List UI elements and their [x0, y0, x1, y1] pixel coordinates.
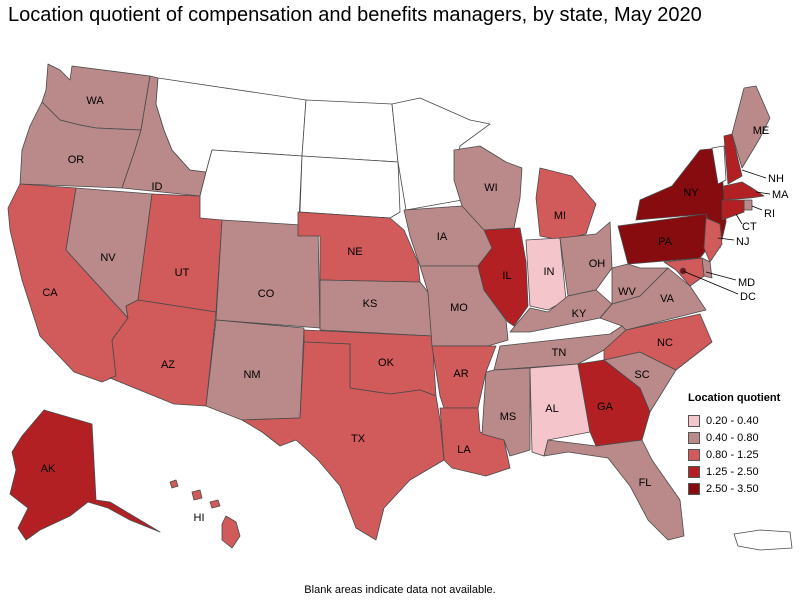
state-AK[interactable] — [9, 409, 161, 541]
legend-item: 0.40 - 0.80 — [688, 429, 780, 446]
state-TX[interactable] — [241, 341, 445, 541]
label-KS: KS — [363, 298, 378, 310]
label-PA: PA — [658, 236, 673, 248]
label-WV: WV — [618, 286, 636, 298]
label-RI: RI — [764, 208, 775, 220]
label-UT: UT — [175, 267, 190, 279]
label-WA: WA — [86, 95, 104, 107]
map-legend: Location quotient 0.20 - 0.40 0.40 - 0.8… — [688, 392, 780, 497]
label-KY: KY — [572, 308, 587, 320]
legend-swatch — [688, 414, 700, 427]
legend-label: 0.40 - 0.80 — [706, 431, 759, 444]
label-CA: CA — [42, 287, 58, 299]
label-ME: ME — [753, 125, 770, 137]
state-RI[interactable] — [743, 199, 753, 211]
legend-item: 2.50 - 3.50 — [688, 480, 780, 497]
legend-swatch — [688, 465, 700, 478]
legend-label: 0.80 - 1.25 — [706, 448, 759, 461]
state-VT[interactable] — [711, 145, 727, 185]
state-WI[interactable] — [453, 145, 523, 231]
footnote: Blank areas indicate data not available. — [304, 584, 496, 596]
state-ND[interactable] — [301, 99, 399, 163]
state-KY[interactable] — [509, 289, 613, 333]
state-FL[interactable] — [543, 439, 685, 541]
legend-swatch — [688, 431, 700, 444]
label-CO: CO — [258, 288, 275, 300]
legend-label: 1.25 - 2.50 — [706, 465, 759, 478]
label-AL: AL — [545, 403, 558, 415]
label-MD: MD — [738, 277, 755, 289]
state-NC[interactable] — [603, 313, 713, 371]
label-MI: MI — [554, 210, 566, 222]
legend-item: 1.25 - 2.50 — [688, 463, 780, 480]
state-SD[interactable] — [299, 155, 401, 219]
label-NV: NV — [100, 252, 116, 264]
label-MS: MS — [500, 411, 517, 423]
label-NJ: NJ — [736, 236, 749, 248]
label-WI: WI — [484, 182, 497, 194]
state-ME[interactable] — [731, 85, 771, 169]
state-HI[interactable] — [169, 479, 241, 549]
label-CT: CT — [742, 221, 757, 233]
label-TX: TX — [351, 433, 366, 445]
label-IN: IN — [544, 266, 555, 278]
map-title: Location quotient of compensation and be… — [8, 4, 702, 26]
label-AR: AR — [453, 368, 468, 380]
state-CT[interactable] — [721, 199, 745, 221]
state-MA[interactable] — [723, 181, 765, 201]
label-NC: NC — [657, 337, 673, 349]
label-SC: SC — [634, 369, 649, 381]
label-AZ: AZ — [161, 359, 175, 371]
label-AK: AK — [41, 463, 56, 475]
state-WV[interactable] — [599, 263, 669, 319]
legend-item: 0.80 - 1.25 — [688, 446, 780, 463]
label-MA: MA — [772, 189, 789, 201]
label-LA: LA — [457, 444, 471, 456]
label-MO: MO — [450, 302, 468, 314]
label-OK: OK — [378, 357, 395, 369]
label-GA: GA — [597, 401, 614, 413]
label-NY: NY — [683, 187, 699, 199]
label-DC: DC — [740, 291, 756, 303]
state-LA[interactable] — [439, 407, 511, 477]
legend-item: 0.20 - 0.40 — [688, 412, 780, 429]
legend-label: 2.50 - 3.50 — [706, 482, 759, 495]
state-NH[interactable] — [723, 133, 743, 185]
label-NE: NE — [347, 246, 362, 258]
legend-title: Location quotient — [688, 392, 781, 404]
state-MI[interactable] — [535, 167, 597, 241]
legend-swatch — [688, 448, 700, 461]
label-TN: TN — [552, 347, 567, 359]
label-NH: NH — [768, 173, 784, 185]
state-AZ[interactable] — [109, 299, 217, 407]
label-FL: FL — [639, 477, 652, 489]
legend-swatch — [688, 482, 700, 495]
state-PR[interactable] — [733, 529, 793, 551]
label-IL: IL — [502, 270, 511, 282]
label-IA: IA — [437, 231, 448, 243]
state-NJ[interactable] — [703, 217, 723, 263]
state-IL[interactable] — [477, 227, 529, 327]
label-ID: ID — [152, 181, 163, 193]
legend-label: 0.20 - 0.40 — [706, 414, 759, 427]
label-NM: NM — [243, 369, 260, 381]
label-OR: OR — [68, 154, 85, 166]
label-HI: HI — [194, 512, 205, 524]
label-OH: OH — [589, 258, 606, 270]
label-VA: VA — [660, 293, 675, 305]
